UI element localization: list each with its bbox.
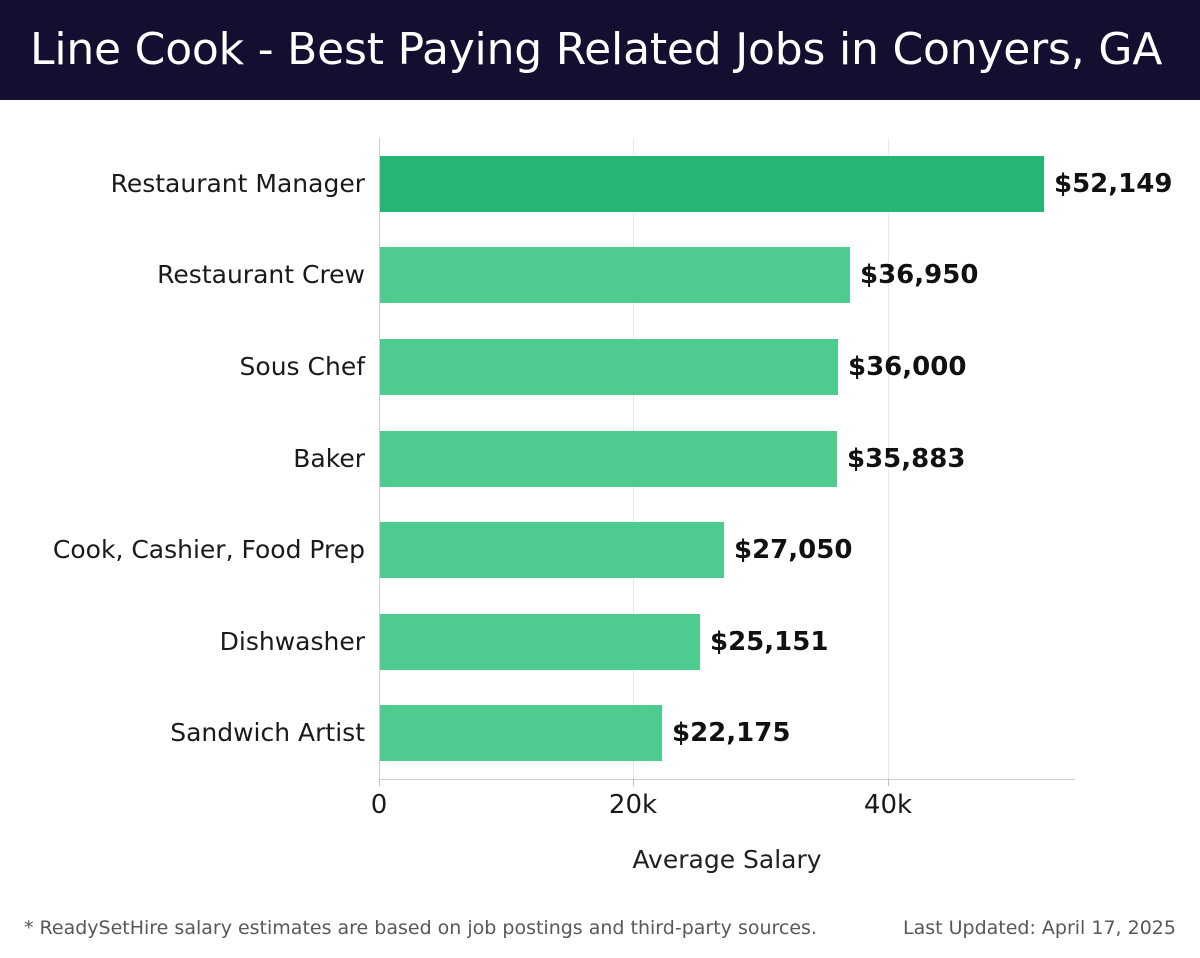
bar[interactable]: [380, 247, 850, 303]
bar-category-label: Dishwasher: [219, 627, 365, 656]
x-axis-tick: [379, 779, 380, 786]
bar-value-label: $27,050: [734, 535, 853, 565]
footer-last-updated: Last Updated: April 17, 2025: [902, 917, 1176, 939]
footer-disclaimer: * ReadySetHire salary estimates are base…: [24, 917, 817, 939]
x-axis-tick: [633, 779, 634, 786]
bar-row[interactable]: Dishwasher $25,151: [0, 614, 1200, 670]
bar-row[interactable]: Cook, Cashier, Food Prep $27,050: [0, 522, 1200, 578]
bar-row[interactable]: Sous Chef $36,000: [0, 339, 1200, 395]
x-axis-tick-label: 0: [370, 790, 388, 820]
x-axis-line: [379, 779, 1075, 780]
bar-row[interactable]: Restaurant Manager $52,149: [0, 156, 1200, 212]
y-axis-line: [379, 138, 380, 779]
bar-value-label: $52,149: [1054, 169, 1173, 199]
bar[interactable]: [380, 431, 837, 487]
bar[interactable]: [380, 339, 838, 395]
bar-value-label: $36,000: [848, 352, 967, 382]
header-band: Line Cook - Best Paying Related Jobs in …: [0, 0, 1200, 100]
chart-region: 0 20k 40k Restaurant Manager $52,149 Restaur…: [0, 100, 1200, 900]
bar-row[interactable]: Sandwich Artist $22,175: [0, 705, 1200, 761]
bar-category-label: Cook, Cashier, Food Prep: [52, 535, 365, 564]
bar[interactable]: [380, 614, 700, 670]
footer: * ReadySetHire salary estimates are base…: [0, 905, 1200, 958]
bar-category-label: Sous Chef: [239, 352, 365, 381]
bar-category-label: Sandwich Artist: [170, 718, 365, 747]
bar-value-label: $36,950: [860, 260, 979, 290]
gridline: [888, 138, 889, 779]
bar[interactable]: [380, 156, 1044, 212]
bar-category-label: Baker: [293, 444, 365, 473]
bar-row[interactable]: Baker $35,883: [0, 431, 1200, 487]
x-axis-tick-label: 40k: [863, 790, 913, 820]
page-title: Line Cook - Best Paying Related Jobs in …: [30, 24, 1163, 75]
bar-value-label: $35,883: [847, 444, 966, 474]
bar[interactable]: [380, 705, 662, 761]
bar-category-label: Restaurant Crew: [157, 260, 365, 289]
bar-row[interactable]: Restaurant Crew $36,950: [0, 247, 1200, 303]
x-axis-tick: [888, 779, 889, 786]
bar-value-label: $25,151: [710, 627, 829, 657]
x-axis-title: Average Salary: [632, 845, 822, 874]
bar[interactable]: [380, 522, 724, 578]
bar-value-label: $22,175: [672, 718, 791, 748]
bar-category-label: Restaurant Manager: [110, 169, 365, 198]
x-axis-tick-label: 20k: [608, 790, 658, 820]
